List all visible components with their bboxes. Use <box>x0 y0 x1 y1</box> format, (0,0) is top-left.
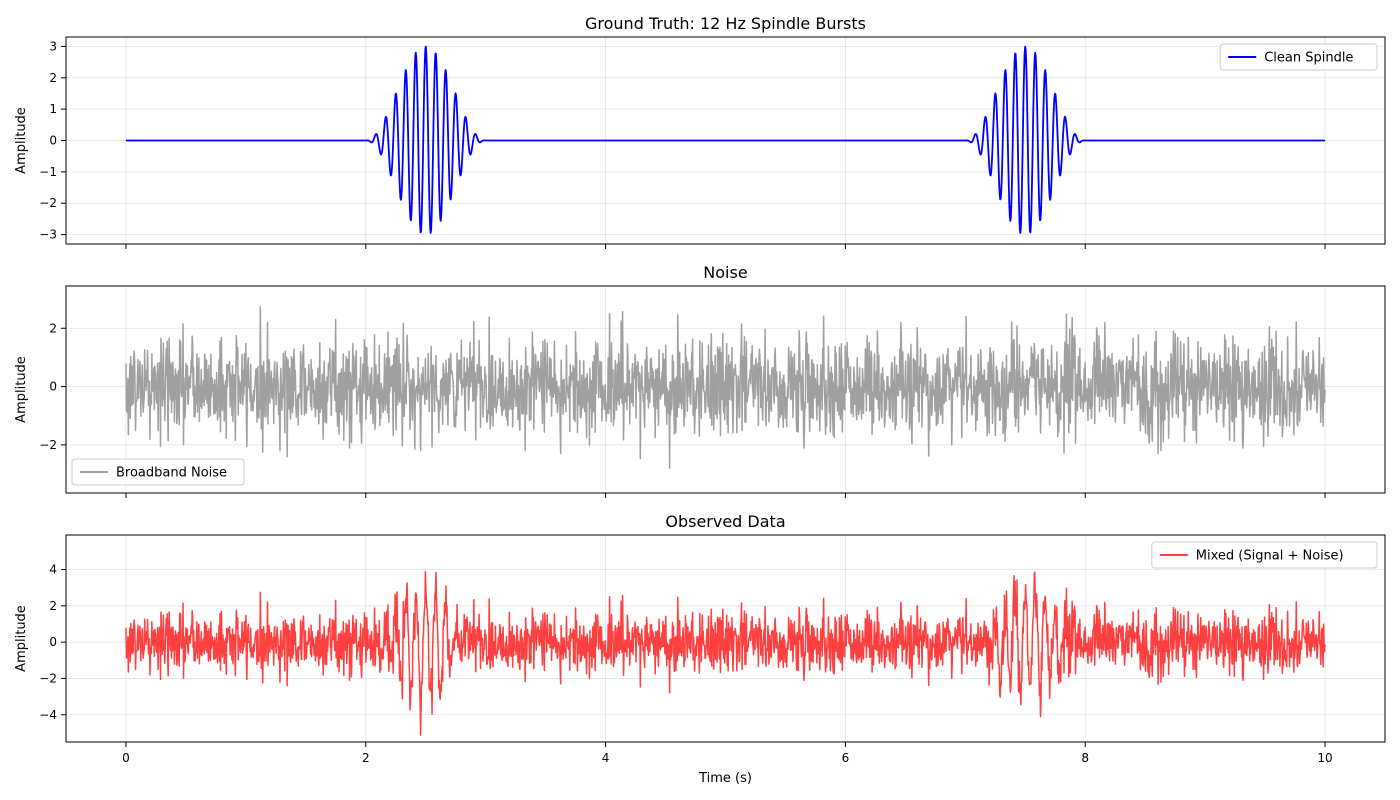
y-tick-label: 4 <box>49 563 57 577</box>
plot-frame <box>65 534 1386 743</box>
x-tick-label: 8 <box>1081 751 1089 765</box>
panel-3: 0 2 4 6 8 10 −4 −2 0 2 4 Observed Data Amplitude Time… <box>14 512 1386 786</box>
series-line-1 <box>125 570 1326 736</box>
y-tick-label: −3 <box>39 228 57 242</box>
legend: Mixed (Signal + Noise) <box>1151 541 1378 569</box>
y-tick-label: −4 <box>39 708 57 722</box>
legend-box <box>71 458 245 486</box>
panel-2: −2 0 2 Noise Amplitude Broadband Noise <box>14 263 1386 498</box>
y-axis-label: Amplitude <box>14 605 29 672</box>
x-tick-label: 0 <box>122 751 130 765</box>
y-tick-label: −1 <box>39 165 57 179</box>
y-tick-label: 2 <box>49 321 57 335</box>
x-tick-label: 10 <box>1317 751 1332 765</box>
y-tick-label: 2 <box>49 599 57 613</box>
legend-label: Clean Spindle <box>1264 51 1353 66</box>
y-tick-label: −2 <box>39 438 57 452</box>
x-tick-label: 4 <box>602 751 610 765</box>
y-tick-label: 0 <box>49 134 57 148</box>
y-tick-label: 3 <box>49 39 57 53</box>
y-axis-label: Amplitude <box>14 107 29 174</box>
y-tick-label: 1 <box>49 102 57 116</box>
y-tick-label: 2 <box>49 71 57 85</box>
panel-title: Ground Truth: 12 Hz Spindle Bursts <box>585 14 866 33</box>
panel-1: −3 −2 −1 0 1 2 3 Ground Truth: 12 Hz Spindle Bu… <box>14 14 1386 249</box>
legend-box <box>1219 43 1378 71</box>
legend-label: Mixed (Signal + Noise) <box>1196 549 1344 564</box>
x-tick-label: 6 <box>842 751 850 765</box>
x-axis-label: Time (s) <box>698 771 752 786</box>
y-tick-label: −2 <box>39 671 57 685</box>
legend: Broadband Noise <box>71 458 245 486</box>
series-line-1 <box>125 45 1326 234</box>
y-tick-label: −2 <box>39 196 57 210</box>
y-axis-label: Amplitude <box>14 356 29 423</box>
y-tick-label: 0 <box>49 380 57 394</box>
panel-title: Observed Data <box>665 512 785 531</box>
legend-box <box>1151 541 1378 569</box>
series-line-1 <box>125 306 1326 469</box>
x-tick-label: 2 <box>362 751 370 765</box>
legend: Clean Spindle <box>1219 43 1378 71</box>
panel-title: Noise <box>703 263 747 282</box>
plot-frame <box>65 285 1386 494</box>
y-tick-label: 0 <box>49 635 57 649</box>
legend-label: Broadband Noise <box>116 466 227 481</box>
